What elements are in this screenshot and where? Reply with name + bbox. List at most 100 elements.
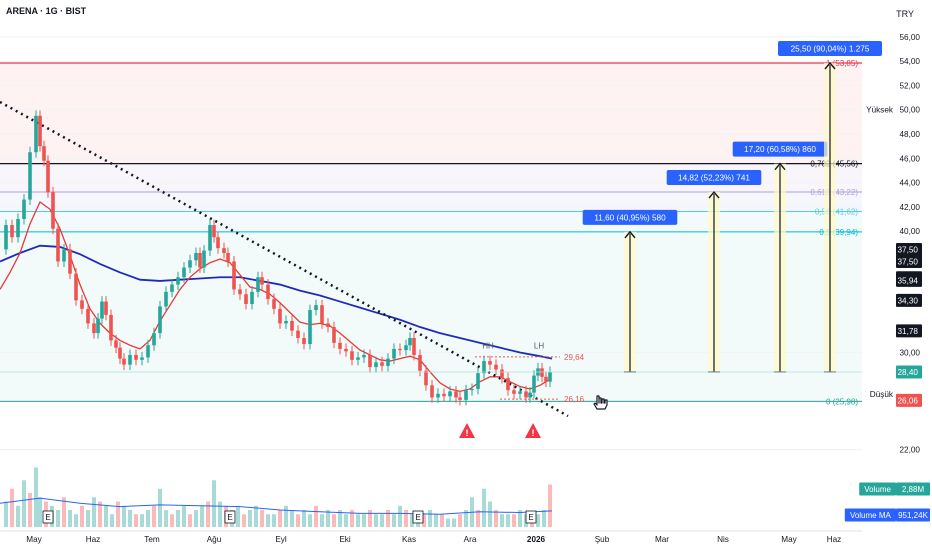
- candle-body: [146, 345, 150, 358]
- candle-body: [22, 199, 26, 219]
- volume-bar: [176, 510, 180, 527]
- volume-bar: [28, 493, 32, 527]
- volume-bar: [278, 510, 282, 527]
- candle-body: [10, 225, 14, 238]
- volume-bar: [500, 514, 504, 527]
- volume-bar: [422, 514, 426, 527]
- candle-body: [512, 390, 516, 394]
- candle-body: [464, 390, 468, 400]
- candle-body: [80, 300, 84, 309]
- candle-body: [96, 318, 100, 334]
- candle-body: [74, 273, 78, 301]
- candle-body: [380, 362, 384, 366]
- volume-legend-value-box: [896, 508, 930, 522]
- volume-bar: [242, 514, 246, 527]
- candle-body: [524, 391, 528, 398]
- candle-body: [260, 277, 264, 285]
- candle-body: [442, 393, 446, 397]
- fib-label: 0,56 (41,62): [815, 207, 858, 216]
- candle-body: [86, 308, 90, 324]
- candle-body: [344, 348, 348, 352]
- candle-body: [398, 348, 402, 351]
- earnings-marker: [224, 510, 236, 524]
- volume-bar: [110, 514, 114, 527]
- ma-fast-line: [0, 201, 551, 393]
- candle-body: [238, 289, 242, 295]
- target-arrow-head: [624, 230, 636, 239]
- volume-bar: [62, 497, 66, 527]
- price-badge: [896, 393, 922, 407]
- candle-body: [278, 308, 282, 324]
- candle-body: [356, 357, 360, 360]
- volume-bar: [440, 514, 444, 527]
- earnings-marker: [525, 510, 537, 524]
- volume-bar: [92, 497, 96, 527]
- candle-body: [296, 330, 300, 338]
- volume-bar: [98, 501, 102, 527]
- x-tick: Haz: [86, 535, 101, 544]
- candle-body: [326, 323, 330, 328]
- price-tick: 40,00: [900, 227, 921, 236]
- volume-bar: [260, 510, 264, 527]
- hand-cursor-shape: [593, 395, 608, 410]
- candle-body: [216, 237, 220, 249]
- price-badge-label: 34,30: [898, 296, 919, 305]
- candle-body: [226, 252, 230, 262]
- earnings-marker-label: E: [227, 513, 232, 522]
- volume-bar: [200, 505, 204, 527]
- volume-bar: [338, 510, 342, 527]
- candle-body: [16, 218, 20, 238]
- target-arrow-head: [708, 190, 720, 199]
- volume-bar: [254, 505, 258, 527]
- candle-body: [540, 368, 544, 377]
- price-badge-label: 37,50: [898, 257, 919, 266]
- volume-bar: [302, 510, 306, 527]
- price-badge: [896, 293, 922, 307]
- volume-bar: [16, 505, 20, 527]
- candle-body: [332, 327, 336, 343]
- candle-body: [430, 385, 434, 398]
- volume-bar: [164, 510, 168, 527]
- chart-title: ARENA · 1G · BIST: [6, 6, 87, 16]
- candle-body: [458, 397, 462, 400]
- volume-bar: [314, 505, 318, 527]
- candle-body: [152, 333, 156, 346]
- volume-ma-line: [0, 497, 553, 515]
- volume-bar: [506, 514, 510, 527]
- volume-bar: [290, 510, 294, 527]
- volume-bar: [56, 510, 60, 527]
- candle-body: [368, 354, 372, 368]
- volume-bar: [68, 510, 72, 527]
- warning-icon: [525, 423, 541, 438]
- price-tick: 52,00: [900, 81, 921, 90]
- candle-body: [28, 152, 32, 200]
- volume-bar: [182, 505, 186, 527]
- price-tick: 46,00: [900, 154, 921, 163]
- volume-bar: [194, 510, 198, 527]
- candle-body: [544, 376, 548, 382]
- candle-body: [476, 373, 480, 389]
- volume-bar: [494, 510, 498, 527]
- candle-body: [46, 160, 50, 193]
- candle-body: [134, 354, 138, 360]
- candle-body: [374, 362, 378, 368]
- candle-body: [198, 252, 202, 268]
- candle-body: [494, 364, 498, 370]
- volume-bar: [512, 514, 516, 527]
- candle-body: [408, 337, 412, 346]
- candle-body: [176, 277, 180, 285]
- volume-legend-name: Volume: [864, 485, 891, 494]
- volume-bar: [74, 514, 78, 527]
- x-tick: May: [26, 535, 42, 544]
- candle-body: [68, 249, 72, 274]
- candle-body: [114, 340, 118, 348]
- volume-bar: [482, 488, 486, 527]
- trend-line: [0, 100, 569, 418]
- volume-legend-name: Volume MA: [850, 511, 892, 520]
- fib-label: 0 (25,98): [826, 397, 858, 406]
- candle-body: [302, 337, 306, 345]
- warning-icon-mark: !: [466, 428, 469, 438]
- price-badge: [896, 324, 922, 338]
- volume-bar: [4, 501, 8, 527]
